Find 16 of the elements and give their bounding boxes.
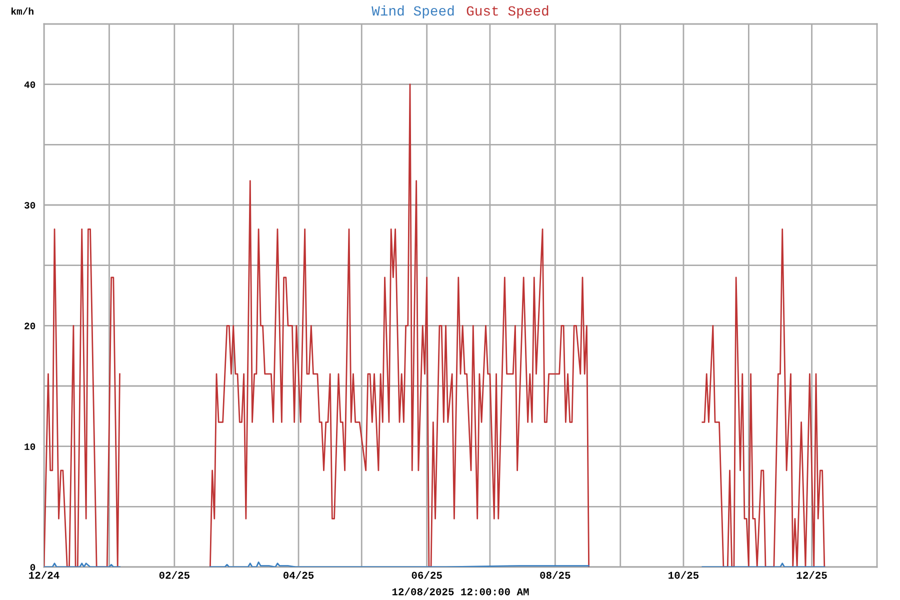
y-tick-label: 10 — [24, 443, 36, 450]
x-tick-label: 10/25 — [668, 571, 699, 579]
y-axis-title: km/h — [11, 8, 34, 15]
y-tick-label: 0 — [30, 564, 36, 571]
x-tick-label: 06/25 — [412, 571, 442, 579]
x-tick-label: 12/25 — [796, 571, 827, 579]
text: Wind Speed — [372, 5, 454, 18]
x-axis-title: 12/08/2025 12:00:00 AM — [392, 588, 529, 596]
x-tick-label: 04/25 — [283, 571, 314, 579]
text: Gust Speed — [466, 5, 548, 18]
x-tick-label: 12/24 — [29, 571, 60, 579]
x-tick-label: 08/25 — [540, 571, 570, 579]
x-tick-label: 02/25 — [159, 571, 190, 579]
y-tick-label: 40 — [24, 81, 36, 88]
y-tick-label: 30 — [24, 202, 36, 209]
y-tick-label: 20 — [24, 322, 36, 330]
